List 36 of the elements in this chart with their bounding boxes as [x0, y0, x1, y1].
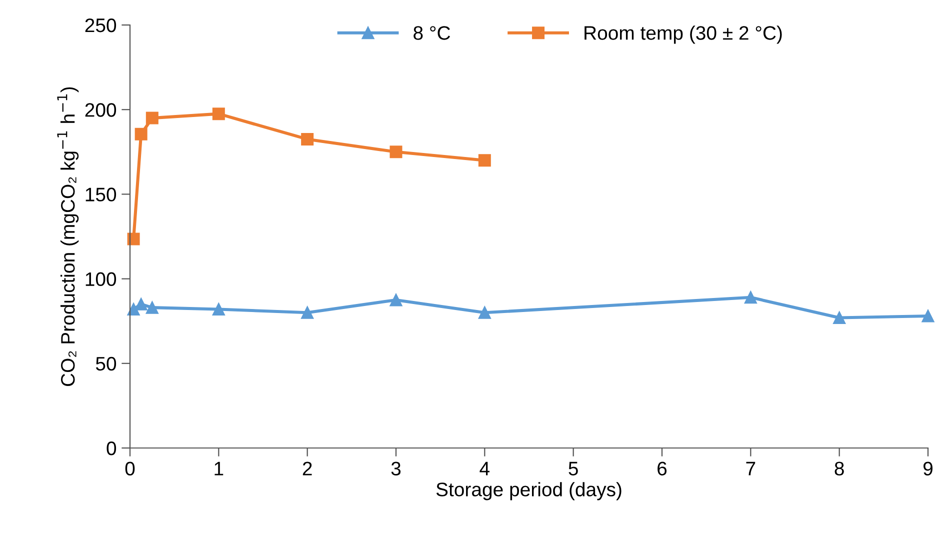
point: [833, 311, 846, 324]
point: [301, 132, 314, 146]
point: [301, 306, 314, 319]
legend-label: Room temp (30 ± 2 °C): [584, 26, 782, 44]
y-axis-title: CO₂ Production (mgCO₂ kg$^{−1}$ h$^{−1}$): [57, 87, 79, 386]
point: [127, 232, 140, 246]
x-tick-label: 0: [125, 462, 135, 476]
point: [744, 291, 757, 304]
y-tick-label: 0: [106, 441, 116, 456]
point: [922, 310, 934, 322]
point: [390, 146, 402, 158]
x-tick-label: 6: [658, 462, 667, 476]
x-tick-label: 4: [480, 462, 490, 476]
x-tick-label: 3: [391, 462, 401, 476]
point: [146, 301, 158, 314]
x-tick-label: 8: [834, 462, 844, 476]
y-tick-label: 200: [85, 103, 116, 117]
x-axis-title: Storage period (days): [436, 482, 622, 500]
y-tick-label: 100: [86, 272, 116, 286]
point: [212, 303, 225, 316]
point: [127, 303, 140, 316]
y-tick-label: 250: [85, 18, 116, 32]
x-tick-label: 2: [302, 462, 312, 476]
point: [390, 294, 402, 306]
point: [146, 112, 158, 124]
point: [478, 154, 491, 167]
y-tick-label: 50: [96, 356, 116, 371]
y-tick-label: 150: [86, 188, 116, 202]
legend-label: 8 °C: [414, 26, 450, 40]
point: [478, 306, 491, 319]
point: [212, 108, 225, 120]
x-tick-label: 7: [746, 462, 756, 476]
x-tick-label: 5: [568, 462, 578, 476]
x-tick-label: 9: [924, 462, 932, 476]
point: [134, 128, 148, 140]
x-tick-label: 1: [214, 462, 224, 476]
